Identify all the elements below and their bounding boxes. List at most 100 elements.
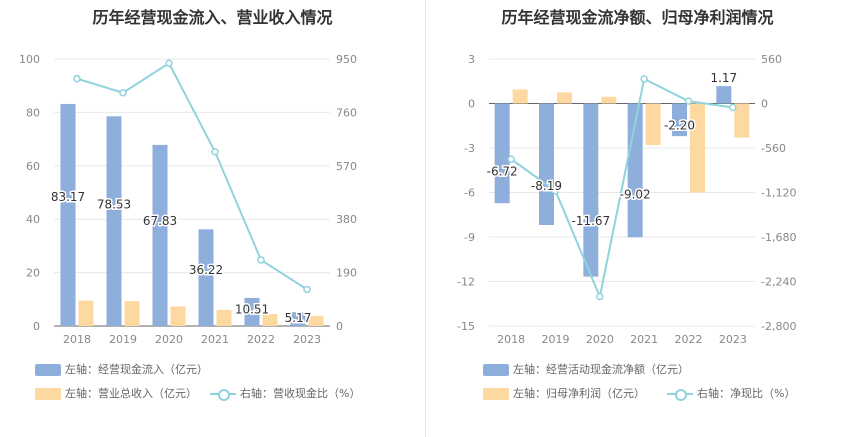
- ratio-point: [729, 103, 737, 112]
- legend-swatch: [483, 364, 509, 376]
- ratio-point: [640, 75, 648, 83]
- left-tick-label: 3: [468, 53, 475, 66]
- ratio-line: [76, 61, 308, 291]
- chart-title-left: 历年经营现金流入、营业收入情况: [92, 8, 333, 27]
- bar-secondary: [262, 313, 278, 326]
- right-tick-label: -2,800: [761, 320, 796, 333]
- panel-divider: [425, 0, 426, 437]
- ratio-point: [303, 285, 311, 294]
- chart-right-svg: -15 -12 -9 -6 -3 0 3 -2,800 -2,240 -1,680 -1,120 -5…: [457, 53, 796, 346]
- right-tick-label: -2,240: [761, 276, 796, 289]
- ratio-point: [507, 155, 515, 163]
- legend-label: 左轴：经营活动现金流净额（亿元）: [513, 363, 689, 376]
- bar-primary: [198, 229, 214, 326]
- left-tick-label: 100: [19, 53, 40, 66]
- left-tick-label: 40: [26, 213, 40, 226]
- bar-secondary: [124, 301, 140, 326]
- x-tick-label: 2020: [586, 333, 614, 346]
- left-tick-label: 0: [33, 320, 40, 333]
- x-tick-label: 2018: [63, 333, 91, 346]
- bar-data-label: -6.72: [487, 164, 518, 178]
- bar-data-label: 5.17: [285, 311, 312, 325]
- legend-item-right-1[interactable]: 左轴：归母净利润（亿元）: [483, 385, 645, 401]
- bar-primary: [106, 116, 122, 327]
- right-tick-label: -1,120: [761, 187, 796, 200]
- x-tick-label: 2019: [109, 333, 137, 346]
- right-tick-label: 560: [761, 53, 782, 66]
- x-tick-label: 2021: [630, 333, 658, 346]
- bar-data-label: -8.19: [531, 179, 562, 193]
- bar-data-label: 10.51: [235, 303, 269, 317]
- legend-swatch: [35, 364, 61, 376]
- ratio-point: [73, 74, 81, 83]
- chart-panel-left: 历年经营现金流入、营业收入情况 0 20 40 60 80 100 0 190 380 570 76…: [19, 8, 360, 401]
- legend-line-swatch: [667, 388, 693, 401]
- bar-primary: [583, 103, 599, 277]
- left-tick-label: -3: [464, 142, 475, 155]
- legend-label: 左轴：经营现金流入（亿元）: [65, 363, 208, 376]
- bar-data-label: 1.17: [710, 71, 737, 85]
- left-tick-label: 20: [26, 267, 40, 280]
- bar-data-label: -11.67: [571, 214, 610, 228]
- left-tick-label: 0: [468, 98, 475, 111]
- x-tick-label: 2023: [719, 333, 747, 346]
- legend-item-left-1[interactable]: 左轴：营业总收入（亿元）: [35, 385, 197, 401]
- bar-primary: [60, 103, 76, 326]
- legend-item-left-0[interactable]: 左轴：经营现金流入（亿元）: [35, 361, 208, 377]
- legend-label: 左轴：营业总收入（亿元）: [65, 387, 197, 400]
- chart-title-right: 历年经营现金流净额、归母净利润情况: [501, 8, 774, 27]
- bar-secondary: [645, 103, 661, 146]
- left-tick-label: -15: [457, 320, 475, 333]
- bar-primary: [290, 312, 306, 326]
- left-tick-label: -6: [464, 187, 475, 200]
- chart-left-svg: 0 20 40 60 80 100 0 190 380 570 760 950 2018 2019 2020…: [19, 53, 357, 346]
- legend-line-swatch: [210, 388, 236, 401]
- right-tick-label: -1,680: [761, 231, 796, 244]
- ratio-point: [684, 97, 693, 105]
- x-tick-label: 2022: [247, 333, 275, 346]
- bar-primary: [672, 103, 687, 137]
- bar-secondary: [512, 89, 528, 104]
- chart-panel-right: 历年经营现金流净额、归母净利润情况 -15 -12 -9 -6 -3 0 3 -2,800 -2…: [425, 0, 850, 437]
- right-tick-label: -560: [761, 142, 786, 155]
- bar-secondary: [557, 92, 572, 104]
- right-tick-label: 950: [336, 53, 357, 66]
- left-tick-label: 60: [26, 160, 40, 173]
- ratio-point: [596, 292, 604, 301]
- right-tick-label: 0: [761, 98, 768, 111]
- right-tick-label: 190: [336, 267, 357, 280]
- legend-label: 右轴：净现比（%）: [697, 387, 796, 400]
- x-tick-label: 2019: [542, 333, 570, 346]
- bar-secondary: [170, 306, 186, 326]
- left-tick-label: -12: [457, 276, 475, 289]
- bar-data-label: 67.83: [143, 214, 177, 228]
- legend-item-left-2[interactable]: 右轴：营收现金比（%）: [210, 385, 360, 401]
- right-tick-label: 0: [336, 320, 343, 333]
- bar-secondary: [601, 96, 617, 104]
- bar-secondary: [734, 103, 750, 138]
- right-tick-label: 380: [336, 213, 357, 226]
- x-tick-label: 2023: [293, 333, 321, 346]
- bar-primary: [494, 103, 510, 204]
- legend-label: 左轴：归母净利润（亿元）: [513, 387, 645, 400]
- legend-item-right-0[interactable]: 左轴：经营活动现金流净额（亿元）: [483, 361, 689, 377]
- legend-swatch: [35, 388, 61, 400]
- ratio-point: [119, 88, 127, 97]
- ratio-point: [257, 256, 265, 264]
- bar-secondary: [78, 300, 94, 326]
- left-tick-label: 80: [26, 106, 40, 119]
- right-tick-label: 570: [336, 160, 357, 173]
- legend-swatch: [483, 388, 509, 400]
- bar-secondary: [690, 103, 705, 193]
- bar-data-label: -9.02: [620, 187, 651, 201]
- bar-data-label: 36.22: [189, 263, 223, 277]
- bar-primary: [152, 144, 168, 326]
- bar-data-label: 78.53: [97, 197, 131, 211]
- x-tick-label: 2020: [155, 333, 183, 346]
- legend-item-right-2[interactable]: 右轴：净现比（%）: [667, 385, 795, 401]
- bar-secondary: [216, 309, 232, 326]
- left-tick-label: -9: [464, 231, 475, 244]
- x-tick-label: 2018: [497, 333, 525, 346]
- right-tick-label: 760: [336, 106, 357, 119]
- ratio-point: [551, 187, 560, 195]
